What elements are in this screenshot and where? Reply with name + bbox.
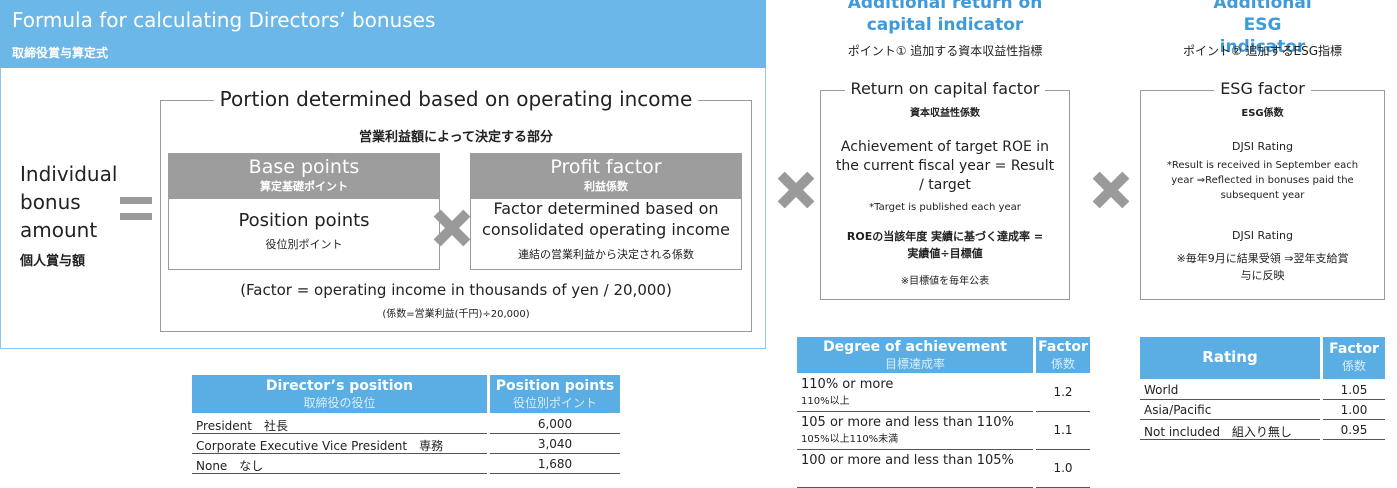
base-title: Base points <box>248 156 360 178</box>
portion-note: (Factor = operating income in thousands … <box>240 281 672 299</box>
table-cell: 1.1 <box>1036 412 1090 450</box>
header-text: Factor <box>1329 341 1379 357</box>
table-cell: 1.2 <box>1036 374 1090 412</box>
roc-note: *Target is published each year <box>869 202 1021 213</box>
header-text: Rating <box>1202 348 1258 366</box>
table-cell: 100 or more and less than 105% <box>797 450 1033 488</box>
equals-sign <box>120 197 152 204</box>
roc-title: Return on capital factor <box>844 79 1046 98</box>
table-cell: 110% or more 110%以上 <box>797 374 1033 412</box>
base-header: Base points 算定基礎ポイント <box>168 153 440 199</box>
esg-title: ESG factor <box>1214 79 1311 98</box>
table-cell: 1.0 <box>1036 450 1090 488</box>
table-header: Rating <box>1140 337 1320 379</box>
table-header: Factor 係数 <box>1323 337 1385 379</box>
profit-header: Profit factor 利益係数 <box>470 153 742 199</box>
portion-subtitle: 営業利益額によって決定する部分 <box>359 130 553 145</box>
header-subtext: 取締役の役位 <box>303 396 376 410</box>
table-cell: None なし <box>192 454 487 474</box>
table-cell: 105 or more and less than 110% 105%以上110%… <box>797 412 1033 450</box>
roc-box <box>820 90 1070 300</box>
formula-title: Formula for calculating Directors’ bonus… <box>12 8 436 32</box>
portion-note-sub: (係数=営業利益(千円)÷20,000) <box>382 309 530 320</box>
portion-title: Portion determined based on operating in… <box>213 87 699 111</box>
table-cell: 0.95 <box>1323 420 1385 440</box>
equals-sign <box>120 213 152 220</box>
row-label: 100 or more and less than 105% <box>801 453 1014 468</box>
row-label: 105 or more and less than 110% <box>801 415 1014 430</box>
table-cell: 1.05 <box>1323 380 1385 400</box>
profit-body: Factor determined based on consolidated … <box>482 199 730 239</box>
base-body-sub: 役位別ポイント <box>265 238 343 251</box>
roc-title-wrap: Return on capital factor <box>820 79 1070 98</box>
table-header: Factor 係数 <box>1036 337 1090 373</box>
table-cell: 1.00 <box>1323 400 1385 420</box>
header-text: Director’s position <box>265 378 414 394</box>
roc-text-jp: ROEの当該年度 実績に基づく達成率 = 実績値÷目標値 <box>846 230 1044 260</box>
base-body: Position points <box>238 210 370 231</box>
formula-header <box>0 0 766 68</box>
header-subtext: 係数 <box>1050 357 1075 371</box>
esg-point: ポイント② 追加するESG指標 <box>1182 44 1343 58</box>
esg-label: DJSI Rating <box>1232 140 1293 153</box>
individual-label: Individual bonus amount <box>20 162 118 242</box>
header-text: Factor <box>1038 339 1088 355</box>
roc-text: Achievement of target ROE in the current… <box>835 139 1055 193</box>
profit-title: Profit factor <box>550 156 662 178</box>
row-sublabel: 110%以上 <box>801 396 850 407</box>
esg-heading: Additional ESG indicator <box>1213 0 1312 57</box>
roc-point: ポイント① 追加する資本収益性指標 <box>847 44 1043 58</box>
roc-subtitle: 資本収益性係数 <box>910 108 980 119</box>
table-cell: Corporate Executive Vice President 専務 <box>192 434 487 454</box>
row-label: 110% or more <box>801 377 894 392</box>
formula-subtitle: 取締役賞与算定式 <box>12 46 109 60</box>
individual-sublabel: 個人賞与額 <box>20 254 86 269</box>
esg-subtitle: ESG係数 <box>1241 108 1284 119</box>
header-text: Degree of achievement <box>823 339 1007 355</box>
table-cell: World <box>1140 380 1320 400</box>
table-cell: 3,040 <box>490 434 620 454</box>
portion-title-wrap: Portion determined based on operating in… <box>160 87 752 111</box>
esg-title-wrap: ESG factor <box>1140 79 1385 98</box>
table-header: Degree of achievement 目標達成率 <box>797 337 1033 373</box>
esg-text-jp: ※毎年9月に結果受領 ⇒翌年支給賞与に反映 <box>1176 252 1349 282</box>
esg-text: *Result is received in September each ye… <box>1166 160 1359 201</box>
roc-note-jp: ※目標値を毎年公表 <box>900 276 990 287</box>
table-header: Position points 役位別ポイント <box>490 375 620 413</box>
roc-heading: Additional return on capital indicator <box>847 0 1043 35</box>
profit-body-sub: 連結の営業利益から決定される係数 <box>518 248 694 261</box>
header-subtext: 係数 <box>1341 359 1366 373</box>
header-subtext: 役位別ポイント <box>512 396 597 410</box>
profit-subtitle: 利益係数 <box>584 180 628 193</box>
table-cell: 1,680 <box>490 454 620 474</box>
row-sublabel: 105%以上110%未満 <box>801 434 899 445</box>
header-subtext: 目標達成率 <box>884 357 945 371</box>
table-cell: 6,000 <box>490 414 620 434</box>
table-cell: Asia/Pacific <box>1140 400 1320 420</box>
table-header: Director’s position 取締役の役位 <box>192 375 487 413</box>
table-cell: Not included 組入り無し <box>1140 420 1320 440</box>
table-cell: President 社長 <box>192 414 487 434</box>
esg-label-jp: DJSI Rating <box>1232 229 1293 242</box>
base-subtitle: 算定基礎ポイント <box>260 180 348 193</box>
header-text: Position points <box>495 378 615 394</box>
